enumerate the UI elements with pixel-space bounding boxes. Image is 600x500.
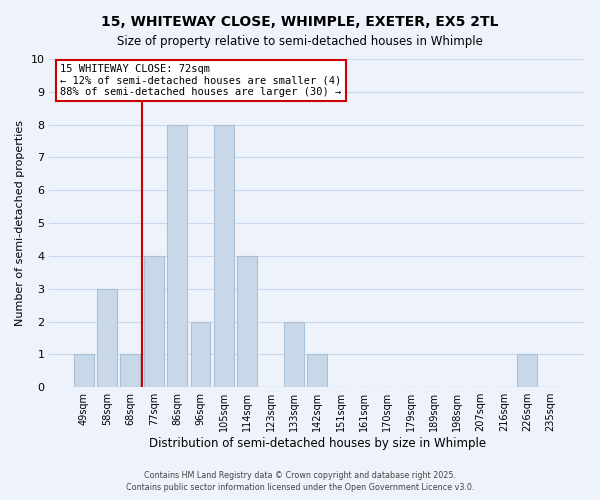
- Text: 15 WHITEWAY CLOSE: 72sqm
← 12% of semi-detached houses are smaller (4)
88% of se: 15 WHITEWAY CLOSE: 72sqm ← 12% of semi-d…: [60, 64, 341, 97]
- Text: 15, WHITEWAY CLOSE, WHIMPLE, EXETER, EX5 2TL: 15, WHITEWAY CLOSE, WHIMPLE, EXETER, EX5…: [101, 15, 499, 29]
- Y-axis label: Number of semi-detached properties: Number of semi-detached properties: [15, 120, 25, 326]
- Bar: [97, 288, 117, 387]
- Bar: [144, 256, 164, 387]
- Bar: [191, 322, 211, 387]
- Bar: [517, 354, 538, 387]
- Bar: [121, 354, 140, 387]
- Bar: [214, 124, 234, 387]
- X-axis label: Distribution of semi-detached houses by size in Whimple: Distribution of semi-detached houses by …: [149, 437, 486, 450]
- Text: Size of property relative to semi-detached houses in Whimple: Size of property relative to semi-detach…: [117, 35, 483, 48]
- Bar: [74, 354, 94, 387]
- Bar: [237, 256, 257, 387]
- Bar: [167, 124, 187, 387]
- Bar: [307, 354, 327, 387]
- Text: Contains HM Land Registry data © Crown copyright and database right 2025.
Contai: Contains HM Land Registry data © Crown c…: [126, 471, 474, 492]
- Bar: [284, 322, 304, 387]
